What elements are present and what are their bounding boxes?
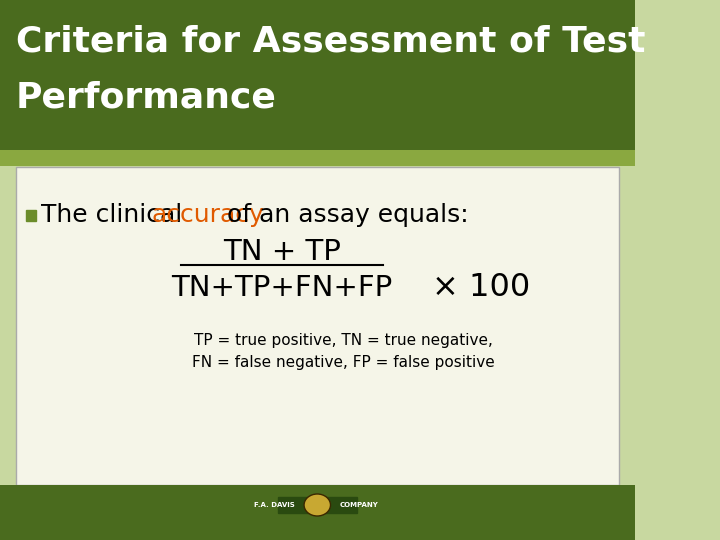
Text: The clinical: The clinical [42, 203, 191, 227]
Text: accuracy: accuracy [151, 203, 264, 227]
Text: TN+TP+FN+FP: TN+TP+FN+FP [171, 274, 392, 302]
FancyBboxPatch shape [0, 0, 634, 150]
Ellipse shape [304, 494, 330, 516]
Text: Criteria for Assessment of Test: Criteria for Assessment of Test [16, 25, 645, 59]
Text: Performance: Performance [16, 80, 276, 114]
Text: FN = false negative, FP = false positive: FN = false negative, FP = false positive [192, 354, 495, 369]
Text: COMPANY: COMPANY [339, 502, 378, 508]
Text: TP = true positive, TN = true negative,: TP = true positive, TN = true negative, [194, 333, 493, 348]
FancyBboxPatch shape [0, 485, 634, 540]
Text: of an assay equals:: of an assay equals: [219, 203, 469, 227]
Text: TN + TP: TN + TP [223, 238, 341, 266]
FancyBboxPatch shape [16, 167, 618, 485]
FancyBboxPatch shape [0, 150, 634, 166]
Text: F.A. DAVIS: F.A. DAVIS [254, 502, 295, 508]
FancyBboxPatch shape [278, 497, 357, 513]
Bar [27, 210, 36, 220]
Text: × 100: × 100 [432, 273, 530, 303]
